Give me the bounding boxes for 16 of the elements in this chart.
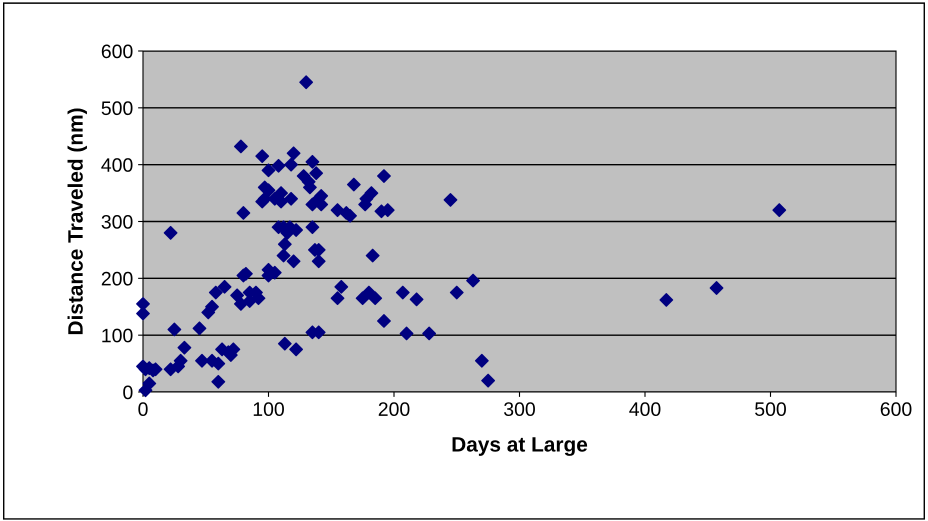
x-tick-label: 0 — [138, 402, 148, 416]
y-tick-label: 100 — [102, 328, 133, 342]
y-tick-label: 0 — [123, 385, 133, 400]
x-tick-label: 500 — [755, 402, 786, 416]
y-tick-label: 400 — [101, 158, 133, 172]
x-tick-label: 300 — [504, 402, 535, 416]
y-tick-label: 300 — [102, 214, 133, 229]
x-tick-label: 400 — [629, 402, 660, 416]
y-axis-title: Distance Traveled (nm) — [68, 108, 87, 334]
y-tick-label: 200 — [102, 272, 133, 286]
y-tick-label: 500 — [102, 101, 133, 116]
x-tick-label: 100 — [254, 402, 284, 416]
x-axis-title: Days at Large — [452, 437, 588, 456]
x-tick-label: 200 — [378, 402, 410, 416]
y-tick-label: 600 — [102, 44, 133, 58]
x-tick-label: 600 — [880, 402, 912, 416]
